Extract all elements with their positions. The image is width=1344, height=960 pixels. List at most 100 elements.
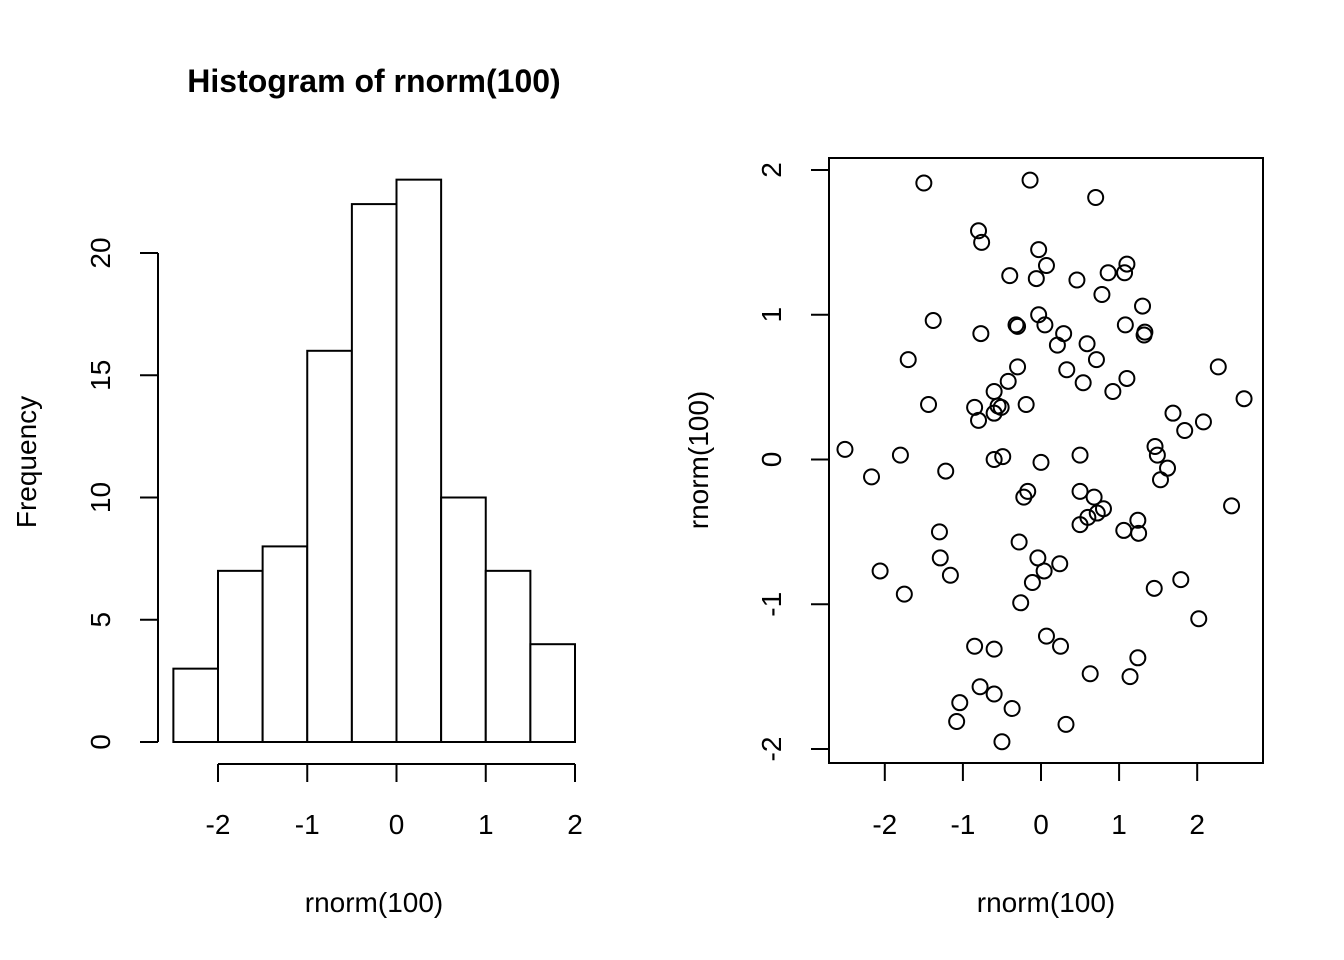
scatter-point: [971, 678, 989, 696]
histogram-bars: [172, 178, 576, 744]
scatter-point: [1151, 471, 1169, 489]
scatter-point: [1116, 316, 1134, 334]
scatter-point: [915, 174, 933, 192]
histogram-bar: [529, 643, 576, 744]
scatter-x-tick-label: -2: [872, 809, 897, 840]
scatter-y-label: rnorm(100): [683, 391, 714, 529]
scatter-point: [1051, 555, 1069, 573]
scatter-point: [1015, 488, 1033, 506]
scatter-point: [1032, 453, 1050, 471]
scatter-point: [985, 451, 1003, 468]
scatter-point: [994, 448, 1012, 466]
scatter-y-axis: -2 -1 0 1 2: [756, 162, 829, 761]
histogram-title: Histogram of rnorm(100): [187, 63, 560, 99]
scatter-point: [891, 446, 909, 464]
scatter-point: [985, 404, 1003, 422]
histogram-bar: [217, 569, 264, 743]
scatter-point: [1129, 649, 1147, 667]
scatter-point: [966, 637, 984, 655]
scatter-point: [1023, 574, 1041, 592]
scatter-point: [973, 233, 991, 251]
scatter-point: [1116, 264, 1134, 282]
scatter-point: [1223, 497, 1241, 515]
histogram-y-tick-label: 5: [85, 612, 116, 628]
scatter-point: [985, 640, 1003, 658]
scatter-point: [1035, 562, 1053, 580]
scatter-point: [1003, 699, 1021, 717]
histogram-bar: [350, 203, 398, 744]
scatter-point: [1027, 270, 1045, 288]
scatter-point: [871, 562, 889, 580]
scatter-y-tick-label: -2: [756, 737, 787, 762]
scatter-point: [924, 312, 942, 330]
histogram-bar: [440, 496, 487, 743]
histogram-y-tick-label: 20: [85, 237, 116, 268]
scatter-point: [948, 712, 966, 730]
scatter-x-tick-label: 1: [1111, 809, 1127, 840]
scatter-point: [1130, 524, 1148, 542]
scatter-point: [1099, 264, 1117, 282]
scatter-point: [1145, 579, 1163, 597]
scatter-point: [1118, 255, 1136, 273]
scatter-x-axis: -2 -1 0 1 2: [872, 763, 1205, 840]
histogram-y-tick-label: 10: [85, 482, 116, 513]
scatter-point: [1010, 533, 1028, 551]
scatter-point: [1001, 267, 1019, 285]
scatter-point: [1115, 521, 1133, 539]
scatter-point: [1030, 241, 1048, 259]
scatter-point: [972, 325, 990, 343]
scatter-point: [1071, 482, 1089, 500]
histogram-y-label: Frequency: [11, 396, 42, 528]
scatter-x-label: rnorm(100): [977, 887, 1115, 918]
scatter-point: [1087, 189, 1105, 207]
scatter-x-tick-label: 2: [1189, 809, 1205, 840]
scatter-point: [1129, 511, 1147, 529]
histogram-x-tick-label: -1: [295, 809, 320, 840]
histogram-y-tick-label: 15: [85, 360, 116, 391]
scatter-point: [1136, 323, 1154, 341]
scatter-point: [931, 549, 949, 567]
scatter-point: [951, 694, 969, 712]
scatter-point: [1235, 390, 1253, 408]
histogram-bar: [395, 178, 443, 743]
scatter-point: [941, 566, 959, 584]
scatter-point: [1068, 271, 1086, 289]
scatter-point: [1081, 665, 1099, 683]
histogram-panel: Histogram of rnorm(100) 0 5 10 15 20 -2 -1 0 1 2…: [11, 63, 583, 918]
scatter-point: [1078, 335, 1096, 353]
scatter-point: [1037, 257, 1055, 275]
scatter-point: [970, 411, 988, 429]
scatter-point: [1017, 395, 1035, 413]
scatter-point: [1121, 668, 1139, 686]
scatter-point: [1190, 610, 1208, 628]
scatter-point: [1048, 336, 1066, 354]
scatter-point: [899, 351, 917, 369]
scatter-panel: -2 -1 0 1 2 -2 -1 0 1 2 rnorm(100) rnorm(100): [683, 157, 1264, 918]
scatter-point: [985, 685, 1003, 703]
scatter-point: [920, 395, 938, 413]
scatter-point: [1055, 325, 1073, 343]
histogram-bar: [261, 545, 309, 744]
histogram-x-tick-label: 2: [567, 809, 583, 840]
scatter-point: [1088, 504, 1106, 522]
scatter-point: [1012, 594, 1030, 612]
scatter-point: [985, 382, 1003, 400]
scatter-y-tick-label: 1: [756, 307, 787, 323]
scatter-point: [999, 372, 1017, 390]
scatter-point: [1148, 446, 1166, 464]
scatter-point: [1037, 627, 1055, 645]
histogram-x-label: rnorm(100): [305, 887, 443, 918]
scatter-point: [1071, 446, 1089, 464]
scatter-point: [1071, 516, 1089, 534]
scatter-point: [970, 222, 988, 240]
histogram-y-axis: 0 5 10 15 20: [85, 237, 159, 750]
scatter-point: [1007, 316, 1025, 334]
scatter-point: [993, 733, 1011, 751]
scatter-point: [1104, 382, 1122, 400]
scatter-point: [1009, 317, 1027, 335]
scatter-point: [895, 585, 913, 603]
scatter-x-tick-label: 0: [1033, 809, 1049, 840]
scatter-point: [1146, 437, 1164, 455]
scatter-point: [1021, 171, 1039, 189]
scatter-y-tick-label: 2: [756, 162, 787, 178]
